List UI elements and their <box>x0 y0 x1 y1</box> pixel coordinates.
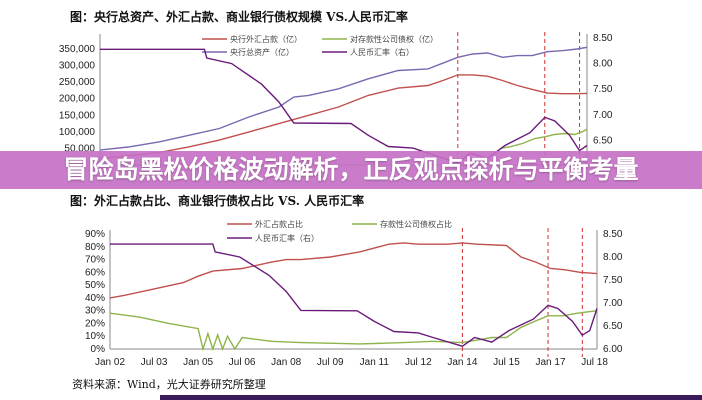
left-tick-label: 70% <box>85 255 105 266</box>
right-tick-label: 7.50 <box>593 84 613 95</box>
right-tick-label: 6.00 <box>603 344 623 355</box>
left-tick-label: 350,000 <box>59 44 96 55</box>
bottom-bar <box>160 395 702 400</box>
series-line <box>110 243 598 347</box>
right-tick-label: 6.50 <box>593 135 613 146</box>
left-tick-label: 0% <box>91 344 106 355</box>
x-tick-label: Jul 09 <box>317 357 344 368</box>
x-tick-label: Jan 05 <box>183 357 213 368</box>
right-tick-label: 7.50 <box>603 275 623 286</box>
x-tick-label: Jan 11 <box>360 357 390 368</box>
banner-title: 冒险岛黑松价格波动解析，正反观点探析与平衡考量 <box>63 155 639 184</box>
left-tick-label: 40% <box>85 293 105 304</box>
source-note: 资料来源：Wind，光大证券研究所整理 <box>72 377 266 391</box>
title-banner: 冒险岛黑松价格波动解析，正反观点探析与平衡考量 <box>0 151 702 189</box>
right-tick-label: 6.50 <box>603 321 623 332</box>
left-tick-label: 60% <box>85 267 105 278</box>
left-tick-label: 50,000 <box>64 143 95 154</box>
series-line <box>99 74 588 160</box>
series-line <box>109 242 598 299</box>
legend-label: 人民币汇率（右） <box>350 47 414 57</box>
x-tick-label: Jul 18 <box>581 357 608 368</box>
left-tick-label: 100,000 <box>59 127 96 138</box>
left-tick-label: 10% <box>85 331 105 342</box>
right-tick-label: 7.00 <box>593 110 613 121</box>
right-tick-label: 8.00 <box>603 252 623 263</box>
right-tick-label: 8.50 <box>593 33 613 44</box>
right-tick-label: 7.00 <box>603 298 623 309</box>
x-tick-label: Jan 08 <box>271 357 301 368</box>
left-tick-label: 80% <box>85 242 105 253</box>
left-tick-label: 30% <box>85 306 105 317</box>
left-tick-label: 250,000 <box>59 77 96 88</box>
x-tick-label: Jan 02 <box>95 357 125 368</box>
x-tick-label: Jul 15 <box>493 357 520 368</box>
legend-label: 存款性公司债权占比 <box>380 219 452 229</box>
right-tick-label: 8.00 <box>593 59 613 70</box>
chart-bottom: 90% 80% 70%60% 50% 40% 30%20% 10% 0% 8.50 8.00 7.5… <box>85 219 623 368</box>
legend-label: 央行总资产（亿） <box>230 47 294 57</box>
left-tick-label: 150,000 <box>59 110 96 121</box>
right-tick-label: 8.50 <box>603 229 623 240</box>
chart-title-bottom: 图：外汇占款占比、商业银行债权占比 VS. 人民币汇率 <box>70 193 364 208</box>
x-tick-label: Jul 12 <box>405 357 432 368</box>
legend-label: 央行外汇占款（亿） <box>230 34 302 44</box>
legend-label: 人民币汇率（右） <box>255 233 319 243</box>
left-tick-label: 200,000 <box>59 94 96 105</box>
x-tick-label: Jan 17 <box>535 357 565 368</box>
legend-label: 对存款性公司债权（亿） <box>350 34 438 44</box>
legend-label: 外汇占款占比 <box>255 219 303 229</box>
left-tick-label: 90% <box>85 229 105 240</box>
series-line <box>499 128 588 150</box>
x-tick-label: Jul 03 <box>141 357 168 368</box>
x-tick-label: Jan 14 <box>447 357 477 368</box>
chart-title-top: 图：央行总资产、外汇占款、商业银行债权规模 VS.人民币汇率 <box>70 9 408 24</box>
series-line <box>99 46 588 151</box>
chart-top: 350,000 300,000 250,000 200,000 150,000 100,0… <box>59 32 613 166</box>
left-tick-label: 50% <box>85 280 105 291</box>
series-line <box>109 310 598 352</box>
left-tick-label: 300,000 <box>59 61 96 72</box>
series-line <box>100 48 588 164</box>
left-tick-label: 20% <box>85 318 105 329</box>
x-tick-label: Jul 06 <box>229 357 256 368</box>
